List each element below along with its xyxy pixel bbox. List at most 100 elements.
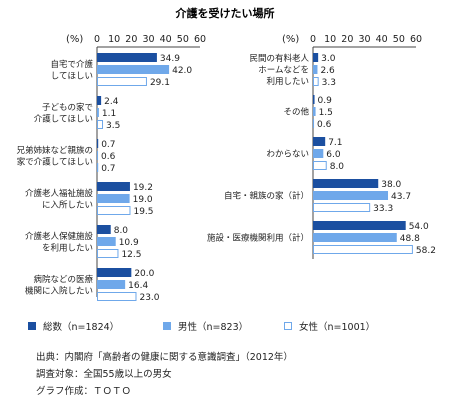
legend-item-male: 男性（n=823） <box>163 319 248 333</box>
bar-series-3 <box>97 77 147 86</box>
data-label: 23.0 <box>139 293 159 303</box>
bar-series-2 <box>313 233 397 242</box>
legend: 総数（n=1824） 男性（n=823） 女性（n=1001） <box>6 319 446 333</box>
bar-series-1 <box>97 268 132 277</box>
bar-series-2 <box>97 237 116 246</box>
bar-series-2 <box>313 65 318 74</box>
x-tick-label: 40 <box>376 34 388 45</box>
category-label: 兄弟姉妹など親族の <box>16 145 93 156</box>
bar-series-3 <box>97 292 137 301</box>
data-label: 16.4 <box>128 281 148 291</box>
category-label: してほしい <box>51 71 93 81</box>
bar-series-1 <box>97 53 157 62</box>
data-label: 19.2 <box>133 183 153 193</box>
bar-series-1 <box>97 96 102 105</box>
legend-label-male: 男性（n=823） <box>178 322 249 333</box>
data-label: 1.5 <box>319 108 333 118</box>
x-tick-label: 30 <box>358 34 370 45</box>
data-label: 19.0 <box>133 195 153 205</box>
data-label: 54.0 <box>409 222 429 232</box>
bar-series-3 <box>313 161 327 170</box>
legend-label-female: 女性（n=1001） <box>299 322 376 333</box>
category-label: 介護老人福祉施設 <box>25 188 94 199</box>
data-label: 33.3 <box>373 204 393 214</box>
category-label: その他 <box>283 107 309 118</box>
data-label: 12.5 <box>121 250 141 260</box>
data-label: 3.0 <box>321 54 336 64</box>
bar-series-2 <box>313 191 389 200</box>
data-label: 10.9 <box>119 238 139 248</box>
data-label: 6.0 <box>326 150 341 160</box>
data-label: 1.1 <box>102 109 116 119</box>
bar-series-3 <box>97 206 131 215</box>
x-tick-label: 10 <box>324 34 336 45</box>
data-label: 29.1 <box>150 78 170 88</box>
x-tick-label: 60 <box>194 34 206 45</box>
data-label: 43.7 <box>391 192 411 202</box>
x-tick-label: 50 <box>393 34 405 45</box>
bar-series-1 <box>97 139 99 148</box>
category-label: 介護してほしい <box>34 113 93 124</box>
bar-series-3 <box>97 249 119 258</box>
category-label: 利用したい <box>266 76 309 87</box>
data-label: 0.6 <box>101 152 116 162</box>
x-tick-label: 0 <box>94 34 100 45</box>
legend-swatch-total <box>28 322 36 330</box>
data-label: 7.1 <box>328 138 342 148</box>
data-label: 3.3 <box>322 78 336 88</box>
category-label: 機関に入院したい <box>25 285 93 296</box>
category-label: 病院などの医療 <box>33 274 93 285</box>
subject-note: 調査対象：全国55歳以上の男女 <box>36 369 172 380</box>
bar-series-1 <box>313 95 315 104</box>
legend-label-total: 総数（n=1824） <box>43 322 120 333</box>
data-label: 38.0 <box>381 180 401 190</box>
category-label: わからない <box>266 150 309 160</box>
x-tick-label: 0 <box>310 34 316 45</box>
data-label: 3.5 <box>106 121 120 131</box>
legend-swatch-male <box>163 322 171 330</box>
data-label: 8.0 <box>114 226 129 236</box>
x-tick-label: 10 <box>108 34 120 45</box>
x-tick-label: 40 <box>160 34 172 45</box>
x-tick-label: 30 <box>142 34 154 45</box>
category-label: 施設・医療機関利用（計） <box>207 233 309 244</box>
legend-swatch-female <box>284 322 292 330</box>
bar-series-1 <box>313 53 319 62</box>
data-label: 42.0 <box>172 66 192 76</box>
x-tick-label: 20 <box>125 34 137 45</box>
data-label: 0.9 <box>318 96 333 106</box>
source-note: 出典：内閣府「高齢者の健康に関する意識調査」（2012年） <box>36 352 293 363</box>
bar-series-2 <box>97 280 126 289</box>
data-label: 58.2 <box>416 246 436 256</box>
category-label: ホームなどを <box>258 66 309 76</box>
data-label: 0.7 <box>101 140 115 150</box>
category-label: 介護老人保健施設 <box>25 231 94 242</box>
bar-series-2 <box>313 107 316 116</box>
bar-series-3 <box>313 245 413 254</box>
bar-series-1 <box>313 221 406 230</box>
category-label: 民間の有料老人 <box>249 53 309 64</box>
data-label: 20.0 <box>134 269 154 279</box>
bar-series-2 <box>97 108 99 117</box>
x-tick-label: 60 <box>410 34 422 45</box>
legend-item-total: 総数（n=1824） <box>28 319 119 333</box>
bar-series-3 <box>313 203 371 212</box>
legend-item-female: 女性（n=1001） <box>284 319 375 333</box>
axis-unit-label: (%) <box>282 34 299 45</box>
bar-series-2 <box>97 151 99 160</box>
category-label: に入所したい <box>42 199 93 210</box>
data-label: 2.4 <box>104 97 119 107</box>
data-label: 2.6 <box>320 66 335 76</box>
bar-series-2 <box>97 194 130 203</box>
chart-title: 介護を受けたい場所 <box>175 6 275 20</box>
category-label: 自宅・親族の家（計） <box>224 191 309 202</box>
credit-note: グラフ作成：ＴＯＴＯ <box>36 386 132 397</box>
axis-unit-label: (%) <box>66 34 83 45</box>
category-label: 自宅で介護 <box>50 59 93 70</box>
bar-series-1 <box>97 225 111 234</box>
bar-series-1 <box>97 182 130 191</box>
data-label: 48.8 <box>400 234 420 244</box>
